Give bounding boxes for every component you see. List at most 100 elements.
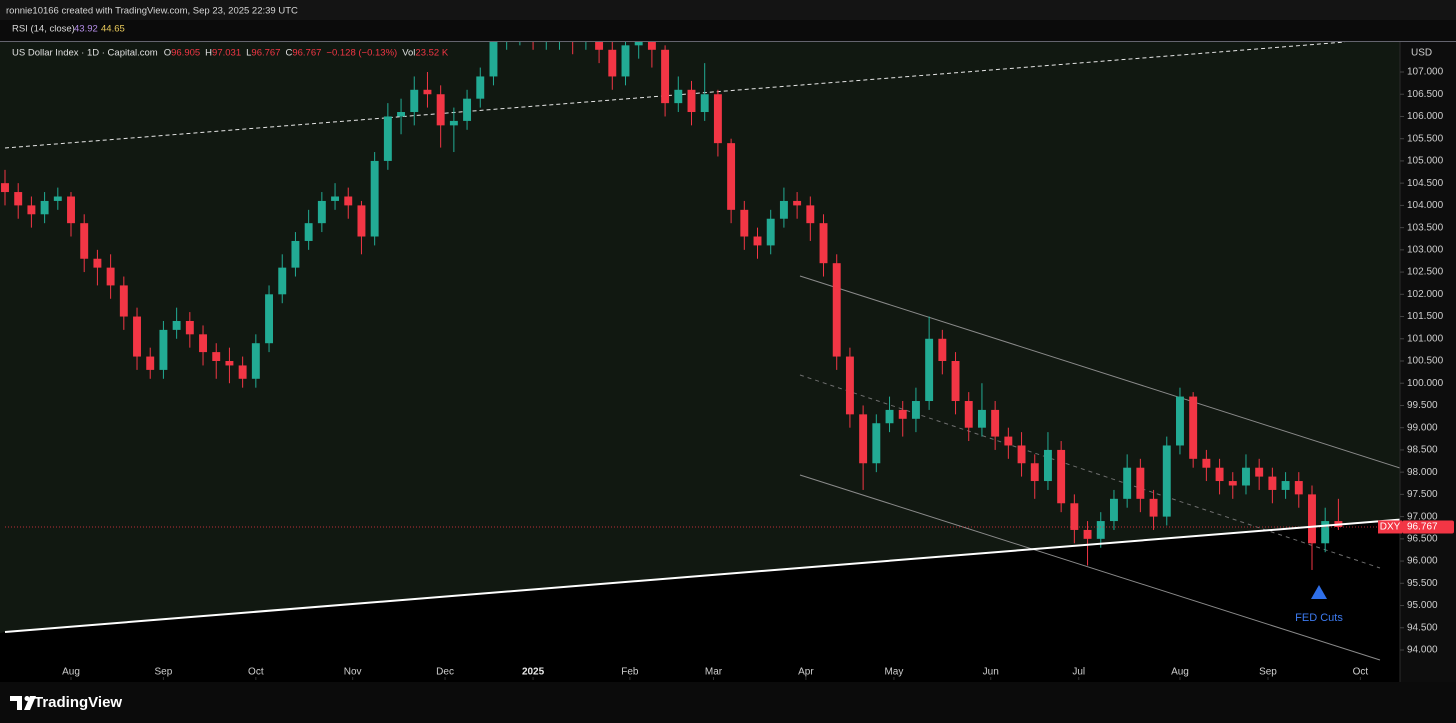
indicator-name: RSI (14, close) [12,24,75,35]
candle-body [463,98,472,121]
last-price-tag: 96.767 [1407,522,1438,533]
y-tick-label: 106.000 [1407,111,1444,122]
y-tick-label: 103.000 [1407,244,1444,255]
candle-body [119,285,128,317]
candle-body [1096,521,1105,539]
y-axis: 94.000 94.500 95.000 95.500 96.000 96.500 97.0… [1400,67,1444,656]
candle-body [885,409,894,424]
plot-area: Aug Sep Oct Nov Dec 2025 Feb Mar Apr May Jun Jul Aug… [0,42,1400,682]
brand-logo-dot [24,696,30,701]
channel-lower [799,474,1381,661]
candle-body [819,223,828,264]
credit-bar [0,0,1456,20]
x-tick-label: Feb [621,667,639,678]
candle-body [317,200,326,224]
candle-body [357,205,366,237]
candle-body [595,42,604,50]
candle-body [344,196,353,206]
y-tick-label: 103.500 [1407,222,1444,233]
indicator-value: 44.65 [101,24,125,35]
y-tick-label: 96.500 [1407,533,1438,544]
candle-body [251,343,260,379]
x-tick-label: May [884,667,903,678]
candle-body [1268,476,1277,490]
x-tick-label: Nov [344,667,362,678]
candle-body [687,89,696,113]
candle-body [397,112,406,117]
candle-body [1281,481,1290,490]
candle-body [859,414,868,464]
y-tick-label: 107.000 [1407,67,1444,78]
y-tick-label: 106.500 [1407,89,1444,100]
candle-body [1255,467,1264,477]
candle-body [1149,498,1158,517]
legend-text: L [246,48,251,59]
candle-body [608,49,617,77]
candle-body [753,236,762,246]
annotation-arrow [1311,585,1327,599]
candle-body [845,356,854,415]
y-tick-label: 95.500 [1407,578,1438,589]
candle-body [793,200,802,206]
y-tick-label: 104.500 [1407,178,1444,189]
channel-upper [799,275,1400,469]
candles [1,42,1400,570]
x-tick-label: Oct [1353,667,1369,678]
candle-body [872,423,881,464]
candle-body [1189,396,1198,459]
candle-body [106,267,115,286]
y-tick-label: 98.500 [1407,445,1438,456]
candle-body [1215,467,1224,482]
candle-body [1228,481,1237,486]
candle-body [449,120,458,126]
candle-body [740,209,749,237]
legend-text: H [205,48,212,59]
candle-body [1109,498,1118,522]
candle-body [383,116,392,161]
x-tick-label: 2025 [522,667,545,678]
y-tick-label: 98.000 [1407,467,1438,478]
candle-body [1070,503,1079,530]
candle-body [370,160,379,237]
candle-body [265,294,273,344]
candle-body [1136,467,1145,499]
candle-body [1202,458,1211,468]
x-tick-label: Apr [798,667,814,678]
candle-body [291,240,300,268]
legend-text: −0.128 (−0.13%) [326,48,397,59]
candle-body [832,263,841,357]
legend-text: US Dollar Index · 1D · Capital.com [12,48,158,59]
candle-body [674,89,683,104]
legend-text: 96.767 [251,48,280,59]
candle-body [1057,449,1066,504]
candle-body [489,42,498,77]
candle-body [67,196,75,224]
candle-body [1004,436,1013,446]
x-tick-label: Aug [62,667,80,678]
last-price-tag-background [1402,520,1454,534]
candle-body [1083,529,1092,539]
brand: TradingView [34,694,122,711]
legend-text: 23.52 K [415,48,448,59]
y-tick-label: 97.500 [1407,489,1438,500]
y-tick-label: 94.000 [1407,645,1438,656]
candle-body [621,45,630,77]
footer [0,682,1456,723]
x-tick-label: Sep [1259,667,1277,678]
candle-body [14,192,23,206]
candle-body [1162,445,1171,517]
candle-body [80,223,89,259]
y-tick-label: 101.500 [1407,311,1444,322]
candle-body [172,320,181,330]
currency: USD [1411,48,1432,59]
candle-body [27,205,36,215]
candle-body [133,316,141,357]
candle-body [938,338,947,361]
candle-body [911,401,920,419]
x-axis: Aug Sep Oct Nov Dec 2025 Feb Mar Apr May Jun Jul Aug… [62,667,1368,680]
candle-body [727,143,736,210]
legend-text: C [285,48,292,59]
x-tick-label: Jun [983,667,999,678]
y-tick-label: 100.000 [1407,378,1444,389]
